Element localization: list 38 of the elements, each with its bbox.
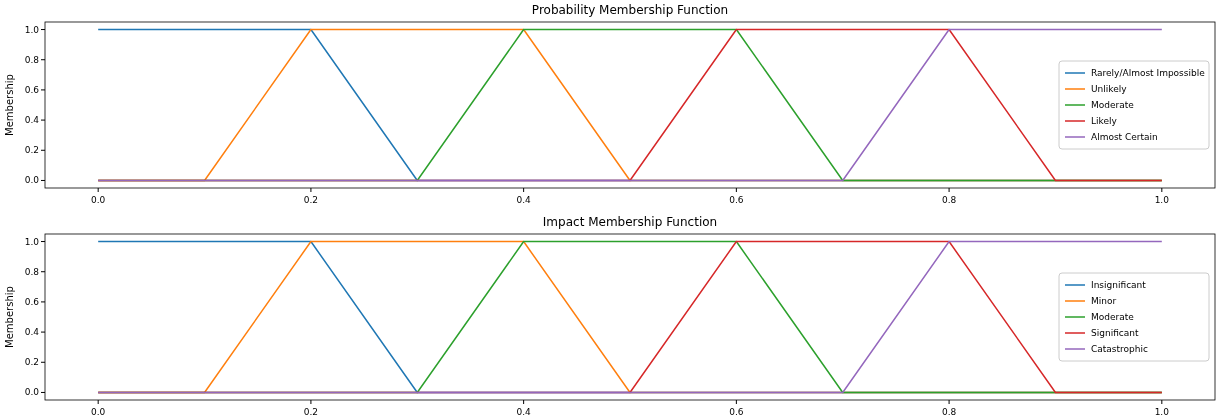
legend-label: Rarely/Almost Impossible [1091,68,1206,78]
y-tick-label: 1.0 [24,236,40,247]
legend-label: Significant [1091,328,1139,338]
legend-label: Unlikely [1091,84,1128,94]
legend-label: Minor [1091,296,1117,306]
legend-label: Moderate [1091,100,1135,110]
legend-label: Likely [1091,116,1118,126]
y-tick-label: 0.0 [24,175,40,186]
y-tick-label: 0.6 [24,296,40,307]
y-axis-title: Membership [4,74,15,136]
legend-label: Moderate [1091,312,1135,322]
x-tick-label: 1.0 [1154,195,1170,205]
x-tick-label: 1.0 [1154,407,1170,415]
x-tick-label: 0.0 [91,407,106,415]
legend-label: Catastrophic [1091,344,1148,354]
x-tick-label: 0.4 [516,407,532,415]
y-tick-label: 0.8 [24,266,40,277]
y-tick-label: 0.0 [24,387,40,398]
x-tick-label: 0.4 [516,195,532,205]
y-tick-label: 0.2 [24,357,39,368]
x-tick-label: 0.8 [941,407,957,415]
chart-title: Probability Membership Function [531,3,729,17]
legend-label: Insignificant [1091,280,1147,290]
x-tick-label: 0.2 [303,407,319,415]
chart-title: Impact Membership Function [542,215,718,229]
y-tick-label: 0.8 [24,54,40,65]
x-tick-label: 0.6 [729,407,744,415]
y-tick-label: 1.0 [24,24,40,35]
x-tick-label: 0.8 [941,195,957,205]
y-tick-label: 0.4 [24,115,40,126]
y-tick-label: 0.2 [24,145,39,156]
x-tick-label: 0.6 [729,195,744,205]
legend-label: Almost Certain [1091,132,1158,142]
x-tick-label: 0.0 [91,195,106,205]
x-tick-label: 0.2 [303,195,319,205]
y-axis-title: Membership [4,286,15,348]
y-tick-label: 0.4 [24,327,40,338]
y-tick-label: 0.6 [24,84,40,95]
